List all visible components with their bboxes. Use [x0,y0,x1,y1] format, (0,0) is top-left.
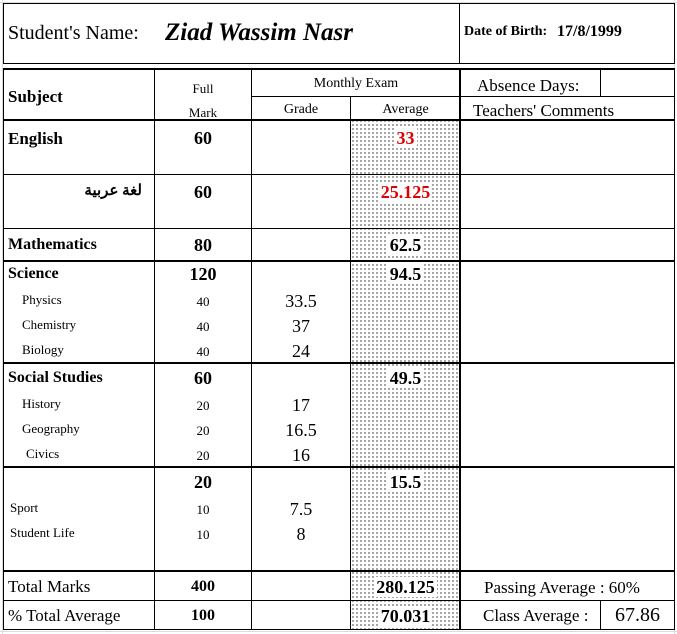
activities-full-mark: 20 [194,472,212,492]
civics-full-mark: 20 [196,448,210,463]
dob-value: 17/8/1999 [557,23,622,40]
science-subject: Science [8,265,59,282]
history-full-mark: 20 [196,398,210,413]
english-full-mark: 60 [194,128,212,148]
history-grade: 17 [292,395,310,415]
biology-grade: 24 [292,341,310,361]
average-header: Average [380,102,431,117]
grade-header: Grade [283,102,319,117]
total-full-mark: 400 [191,578,215,595]
percent-full-mark: 100 [191,607,215,624]
social-studies-full-mark: 60 [194,368,212,388]
geography-grade: 16.5 [285,420,317,440]
student-name-value: Ziad Wassim Nasr [165,19,354,46]
class-average-value: 67.86 [615,604,660,626]
student-life-grade: 8 [296,524,306,544]
activities-average: 15.5 [387,472,424,492]
math-average: 62.5 [387,235,424,255]
english-average: 33 [394,128,417,148]
class-average-label: Class Average : [483,606,589,625]
total-average: 280.125 [374,577,437,597]
english-subject: English [8,129,63,148]
arabic-average: 25.125 [378,182,433,202]
arabic-subject: لغة عربية [84,183,142,199]
math-subject: Mathematics [8,236,97,253]
geography-subject: Geography [22,421,80,436]
math-full-mark: 80 [194,235,212,255]
civics-subject: Civics [26,446,60,461]
chemistry-full-mark: 40 [196,319,210,334]
subject-header: Subject [8,87,63,106]
monthly-exam-header: Monthly Exam [313,76,399,91]
mark-header: Mark [188,105,218,120]
absence-days-label: Absence Days: [477,76,580,95]
percent-average: 70.031 [378,606,433,626]
student-life-full-mark: 10 [196,527,210,542]
civics-grade: 16 [292,445,310,465]
passing-average: Passing Average : 60% [484,578,640,597]
chemistry-subject: Chemistry [22,317,77,332]
student-name-label: Student's Name: [8,22,139,44]
total-marks-label: Total Marks [8,577,91,596]
sport-grade: 7.5 [289,499,313,519]
history-subject: History [22,396,61,411]
report-card [3,3,674,630]
physics-subject: Physics [22,292,62,307]
physics-full-mark: 40 [196,294,210,309]
science-average: 94.5 [387,264,424,284]
sport-full-mark: 10 [196,502,210,517]
student-life-subject: Student Life [10,525,75,540]
social-studies-subject: Social Studies [8,369,103,386]
dob-label: Date of Birth: [464,24,548,39]
physics-grade: 33.5 [285,291,317,311]
sport-subject: Sport [10,500,39,515]
chemistry-grade: 37 [292,316,310,336]
biology-subject: Biology [22,342,64,357]
full-header: Full [192,81,214,96]
geography-full-mark: 20 [196,423,210,438]
biology-full-mark: 40 [196,344,210,359]
social-studies-average: 49.5 [387,368,424,388]
teachers-comments-header: Teachers' Comments [473,101,615,120]
arabic-full-mark: 60 [194,182,212,202]
science-full-mark: 120 [189,264,217,284]
total-average-label: % Total Average [8,606,121,625]
